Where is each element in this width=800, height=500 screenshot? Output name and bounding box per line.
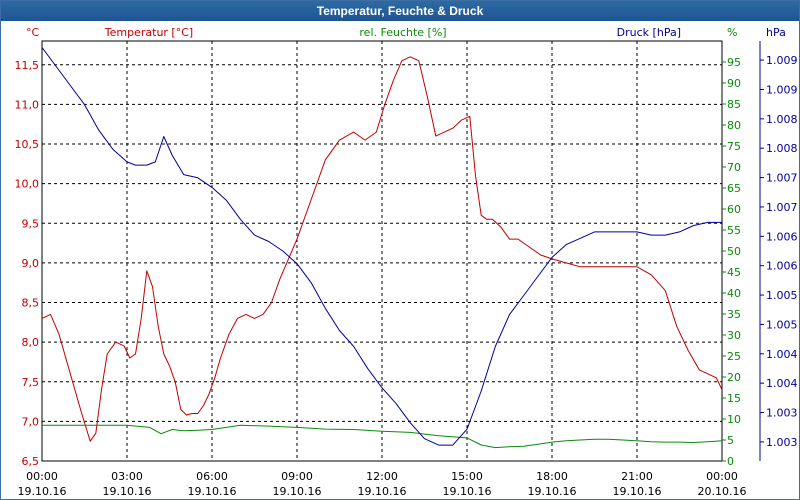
x-tick-date: 19.10.16	[273, 485, 322, 498]
pressure-tick-label: 1.004	[766, 348, 798, 361]
humidity-tick-label: 90	[727, 77, 741, 90]
humidity-tick-label: 75	[727, 140, 741, 153]
humidity-tick-label: 85	[727, 98, 741, 111]
humidity-tick-label: 95	[727, 56, 741, 69]
pressure-tick-label: 1.009	[766, 83, 798, 96]
temperature-tick-label: 10,0	[15, 178, 40, 191]
temperature-unit-label: °C	[26, 26, 40, 39]
x-tick-time: 03:00	[111, 470, 143, 483]
humidity-tick-label: 45	[727, 266, 741, 279]
humidity-tick-label: 5	[727, 434, 734, 447]
pressure-tick-label: 1.008	[766, 142, 798, 155]
x-tick-time: 06:00	[196, 470, 228, 483]
temperature-tick-label: 6,5	[22, 455, 40, 468]
pressure-axis-title: Druck [hPa]	[617, 26, 681, 39]
x-tick-date: 19.10.16	[103, 485, 152, 498]
humidity-tick-label: 80	[727, 119, 741, 132]
window-titlebar[interactable]: Temperatur, Feuchte & Druck	[1, 1, 799, 21]
humidity-tick-label: 25	[727, 350, 741, 363]
x-tick-date: 19.10.16	[18, 485, 67, 498]
temperature-tick-label: 9,0	[22, 257, 40, 270]
humidity-tick-label: 60	[727, 203, 741, 216]
humidity-tick-label: 0	[727, 455, 734, 468]
pressure-tick-label: 1.009	[766, 54, 798, 67]
pressure-tick-label: 1.003	[766, 436, 798, 449]
window-title: Temperatur, Feuchte & Druck	[316, 4, 484, 18]
humidity-tick-label: 35	[727, 308, 741, 321]
humidity-tick-label: 15	[727, 392, 741, 405]
temperature-tick-label: 10,5	[15, 138, 40, 151]
x-tick-time: 12:00	[366, 470, 398, 483]
pressure-unit-label: hPa	[766, 26, 786, 39]
humidity-tick-label: 65	[727, 182, 741, 195]
temperature-tick-label: 8,0	[22, 336, 40, 349]
axes-labels: 00:00 19.10.16 03:00 19.10.16 06:00 19.10.16 0…	[15, 26, 798, 498]
x-tick-date: 19.10.16	[613, 485, 662, 498]
pressure-line	[41, 47, 722, 446]
pressure-tick-label: 1.006	[766, 260, 798, 273]
pressure-tick-label: 1.003	[766, 407, 798, 420]
humidity-unit-label: %	[727, 26, 737, 39]
temperature-tick-label: 7,5	[22, 376, 40, 389]
x-tick-time: 09:00	[281, 470, 313, 483]
x-tick-date: 19.10.16	[528, 485, 577, 498]
x-tick-time: 18:00	[536, 470, 568, 483]
x-tick-time: 00:00	[706, 470, 738, 483]
pressure-tick-label: 1.007	[766, 172, 798, 185]
x-tick-time: 15:00	[451, 470, 483, 483]
grid	[42, 41, 764, 462]
series-lines	[41, 47, 723, 449]
humidity-axis-title: rel. Feuchte [%]	[359, 26, 446, 39]
temperature-tick-label: 9,5	[22, 217, 40, 230]
temperature-tick-label: 11,5	[15, 59, 40, 72]
x-tick-date: 19.10.16	[443, 485, 492, 498]
humidity-tick-label: 50	[727, 245, 741, 258]
humidity-tick-label: 70	[727, 161, 741, 174]
pressure-tick-label: 1.007	[766, 201, 798, 214]
temperature-axis-title: Temperatur [°C]	[104, 26, 193, 39]
humidity-tick-label: 55	[727, 224, 741, 237]
humidity-tick-label: 40	[727, 287, 741, 300]
temperature-tick-label: 7,0	[22, 415, 40, 428]
temperature-line	[41, 56, 723, 442]
pressure-tick-label: 1.006	[766, 230, 798, 243]
temperature-tick-label: 11,0	[15, 98, 40, 111]
x-tick-date: 19.10.16	[188, 485, 237, 498]
pressure-tick-label: 1.004	[766, 377, 798, 390]
x-tick-time: 21:00	[621, 470, 653, 483]
pressure-tick-label: 1.008	[766, 113, 798, 126]
humidity-tick-label: 30	[727, 329, 741, 342]
x-tick-date: 19.10.16	[358, 485, 407, 498]
humidity-line	[42, 424, 723, 449]
pressure-tick-label: 1.005	[766, 289, 798, 302]
x-tick-time: 00:00	[26, 470, 58, 483]
humidity-tick-label: 20	[727, 371, 741, 384]
humidity-tick-label: 10	[727, 413, 741, 426]
pressure-tick-label: 1.005	[766, 318, 798, 331]
temperature-tick-label: 8,5	[22, 297, 40, 310]
x-tick-date: 20.10.16	[698, 485, 747, 498]
